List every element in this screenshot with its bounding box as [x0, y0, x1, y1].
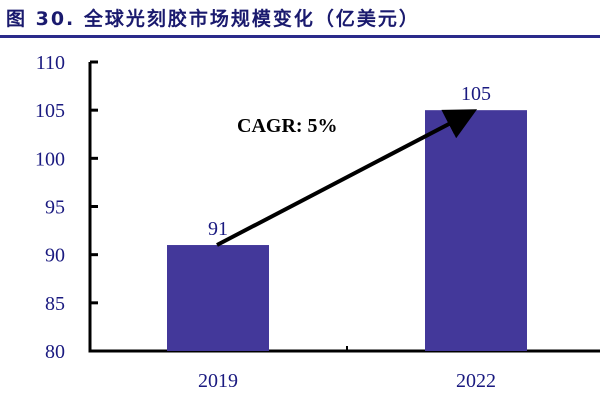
- cagr-annotation: CAGR: 5%: [237, 115, 338, 137]
- x-tick-label: 2022: [456, 370, 496, 392]
- data-label: 105: [461, 83, 491, 105]
- title-divider: [0, 35, 600, 38]
- y-tick-label: 100: [35, 148, 65, 170]
- cagr-arrow: [216, 109, 478, 247]
- data-label: 91: [208, 218, 228, 240]
- y-tick-label: 90: [45, 245, 65, 267]
- y-tick-label: 85: [45, 293, 65, 315]
- y-tick-label: 95: [45, 197, 65, 219]
- y-tick-label: 80: [45, 341, 65, 363]
- bar-2022: [425, 110, 527, 352]
- bar-2019: [167, 245, 269, 351]
- x-tick-label: 2019: [198, 370, 238, 392]
- y-tick-label: 105: [35, 100, 65, 122]
- chart-title: 图 30. 全球光刻胶市场规模变化（亿美元）: [6, 8, 420, 30]
- y-tick-label: 110: [36, 52, 65, 74]
